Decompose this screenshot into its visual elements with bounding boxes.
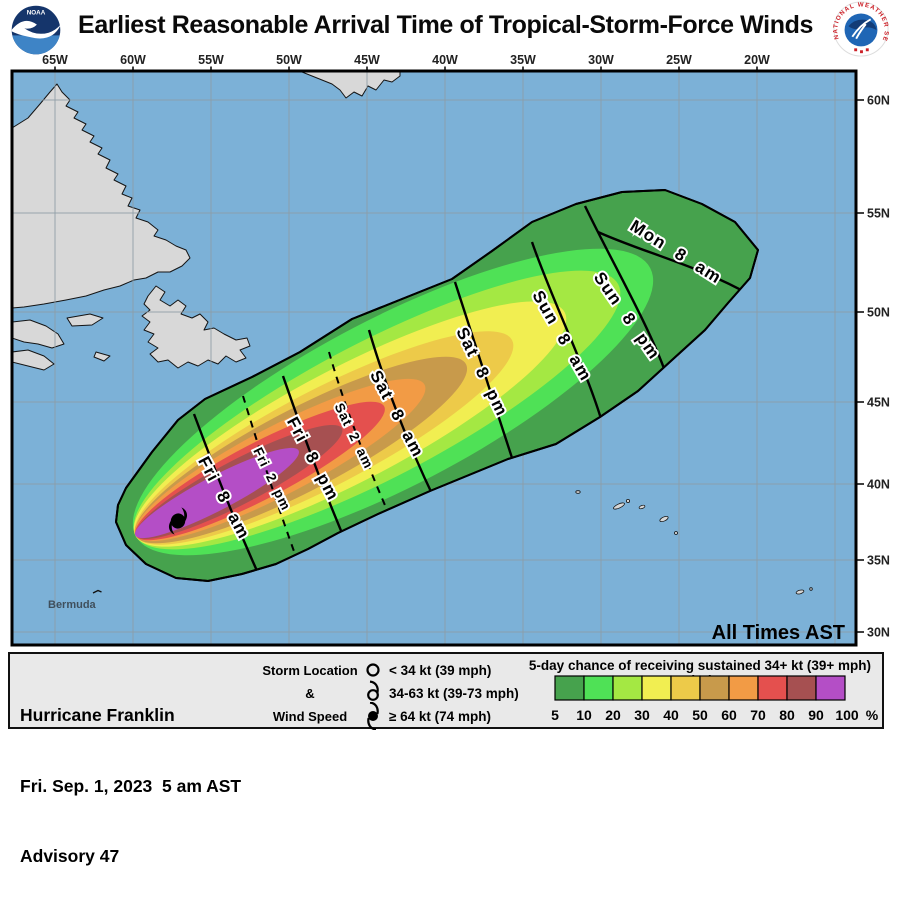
lon-label: 55W [198, 54, 224, 67]
lon-label: 25W [666, 54, 692, 67]
land-gaspe [13, 319, 65, 349]
open-circle-icon [366, 663, 380, 677]
scale-tick: 30 [634, 707, 650, 723]
land-maritimes [13, 349, 55, 371]
scale-swatch-80 [786, 675, 817, 701]
scale-tick: 10 [576, 707, 592, 723]
scale-tick: 5 [551, 707, 559, 723]
advisory-datetime: Fri. Sep. 1, 2023 5 am AST [20, 775, 242, 796]
symbol-key-labels: < 34 kt (39 mph) 34-63 kt (39-73 mph) ≥ … [389, 659, 519, 729]
key-row-label: < 34 kt (39 mph) [389, 663, 492, 678]
lat-label: 40N [867, 478, 890, 492]
header: NOAA Earliest Reasonable Arrival Time of… [0, 0, 897, 57]
scale-swatch-60 [728, 675, 759, 701]
lon-label: 30W [588, 54, 614, 67]
arrival-time-graphic: { "header": { "title": "Earliest Reasona… [0, 0, 897, 866]
lat-label: 50N [867, 306, 890, 320]
bermuda-label: Bermuda [48, 599, 97, 611]
key-row-label: ≥ 64 kt (74 mph) [389, 709, 491, 725]
symbol-key-header: Storm Location & Wind Speed [245, 659, 375, 729]
scale-swatch-90 [815, 675, 846, 701]
all-times-label: All Times AST [712, 622, 845, 644]
lon-label: 20W [744, 54, 770, 67]
lat-label: 35N [867, 554, 890, 568]
scale-swatch-30 [641, 675, 672, 701]
key-col-label-1: Storm Location [262, 663, 358, 678]
scale-swatch-20 [612, 675, 643, 701]
time-line-fri-8pm [281, 375, 352, 553]
land-greenland [301, 72, 401, 99]
scale-tick: 80 [779, 707, 795, 723]
noaa-logo: NOAA [11, 5, 61, 55]
wind-arrival-swath [115, 189, 759, 582]
islands-madeira [795, 587, 813, 595]
nws-logo: NATIONAL WEATHER SERVICE [830, 0, 889, 57]
key-col-label-3: Wind Speed [272, 709, 348, 725]
land-labrador [13, 83, 191, 309]
time-line-sun-8am [530, 241, 604, 423]
scale-swatch-40 [670, 675, 701, 701]
scale-tick: 20 [605, 707, 621, 723]
time-line-fri-2pm [242, 395, 301, 569]
scale-tick: 90 [808, 707, 824, 723]
time-line-fri-8am [192, 413, 264, 581]
scale-tick: 70 [750, 707, 766, 723]
lat-label: 60N [867, 94, 890, 108]
color-scale: 5 10 20 30 40 50 60 70 80 90 100 % [551, 675, 879, 723]
scale-tick: 100 [835, 707, 859, 723]
info-box: Hurricane Franklin Fri. Sep. 1, 2023 5 a… [20, 657, 241, 916]
land-cape-breton [93, 351, 111, 362]
noaa-logo-text: NOAA [27, 10, 46, 17]
scale-tick: 40 [663, 707, 679, 723]
noaa-logo-sea [11, 35, 61, 55]
lon-label: 65W [42, 54, 68, 67]
time-line-sun-8pm [583, 205, 668, 375]
scale-swatch-5 [554, 675, 585, 701]
island-bermuda [92, 589, 102, 594]
lat-label: 30N [867, 626, 890, 640]
scale-tick: 60 [721, 707, 737, 723]
islands-azores [575, 490, 678, 535]
land-anticosti [66, 313, 104, 327]
time-line-sat-8am [367, 329, 436, 499]
nws-bird-icon [851, 18, 872, 40]
lon-label: 60W [120, 54, 146, 67]
lon-label: 40W [432, 54, 458, 67]
scale-swatch-50 [699, 675, 730, 701]
lon-label: 45W [354, 54, 380, 67]
lon-label: 35W [510, 54, 536, 67]
time-line-sat-2am [328, 351, 395, 527]
scale-swatch-70 [757, 675, 788, 701]
land-newfoundland [141, 285, 251, 369]
swath-outline [115, 189, 759, 582]
tropical-storm-icon [367, 680, 379, 701]
noaa-gull-icon [11, 20, 61, 39]
page-title: Earliest Reasonable Arrival Time of Trop… [78, 11, 813, 39]
scale-tick: 50 [692, 707, 708, 723]
lat-label: 55N [867, 207, 890, 221]
map-canvas: Fri 8 am Fri 2 pm Fri 8 pm Sat 2 am Sat … [10, 54, 890, 647]
gridlines [13, 72, 855, 644]
legend-strip: Hurricane Franklin Fri. Sep. 1, 2023 5 a… [8, 652, 884, 866]
lon-label: 50W [276, 54, 302, 67]
lon-axis: 65W 60W 55W 50W 45W 40W 35W 30W 25W 20W [42, 54, 770, 71]
map-border [10, 69, 858, 647]
lat-axis: 60N 55N 50N 45N 40N 35N 30N [857, 94, 890, 640]
key-row-label: 34-63 kt (39-73 mph) [389, 686, 519, 702]
hurricane-icon [367, 702, 379, 730]
storm-name: Hurricane Franklin [20, 705, 175, 725]
key-col-label-2: & [305, 686, 315, 702]
hurricane-symbol [168, 507, 188, 535]
time-line-mon-8am [597, 230, 753, 298]
lat-label: 45N [867, 396, 890, 410]
percent-sign: % [866, 707, 879, 723]
advisory-number: Advisory 47 [20, 846, 120, 866]
time-line-sat-8pm [453, 281, 516, 465]
scale-swatch-10 [583, 675, 614, 701]
